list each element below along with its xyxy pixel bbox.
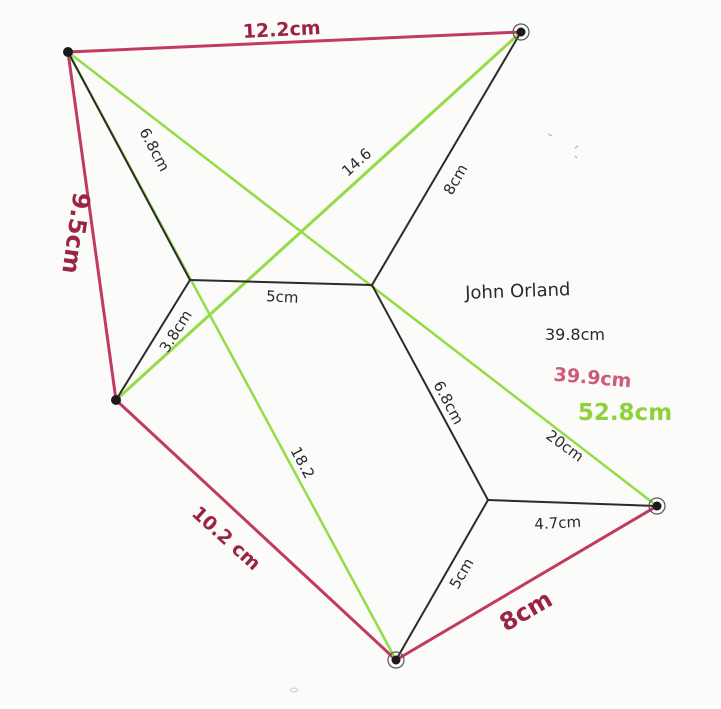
total-red: 39.9cm bbox=[553, 364, 633, 393]
label-green-right: 20cm bbox=[543, 426, 588, 465]
label-green-diag: 18.2 bbox=[287, 444, 319, 482]
vertex-left bbox=[111, 395, 121, 405]
label-green-cross: 14.6 bbox=[338, 144, 375, 180]
label-black-right-short: 4.7cm bbox=[534, 513, 582, 533]
vertex-top-right bbox=[516, 27, 526, 37]
label-black-top-right: 8cm bbox=[440, 161, 472, 198]
black-edge-top-left bbox=[67, 51, 191, 281]
stray-marks bbox=[289, 133, 579, 693]
vertex-right-ring bbox=[648, 497, 666, 515]
black-edge-hub-left bbox=[115, 279, 191, 401]
red-edge-left bbox=[66, 51, 118, 401]
total-green: 52.8cm bbox=[578, 400, 672, 426]
black-edge-right-short bbox=[487, 499, 658, 507]
black-path-group bbox=[67, 31, 658, 661]
label-black-bottom: 5cm bbox=[446, 555, 478, 592]
label-black-top-left: 6.8cm bbox=[136, 125, 174, 175]
label-red-top: 12.2cm bbox=[242, 17, 321, 43]
stray-mark-bottom bbox=[289, 687, 299, 693]
red-path-group bbox=[66, 30, 658, 662]
red-edge-lower-right bbox=[395, 504, 658, 662]
green-edge-a bbox=[67, 51, 658, 507]
stray-mark-right bbox=[547, 133, 579, 159]
black-edge-middle bbox=[189, 279, 373, 286]
label-black-middle: 5cm bbox=[266, 287, 299, 307]
label-red-lower-right: 8cm bbox=[495, 585, 557, 637]
red-edge-lower-left bbox=[114, 398, 398, 662]
label-red-left: 9.5cm bbox=[56, 191, 95, 276]
edge-label-group: 12.2cm 9.5cm 10.2 cm 8cm 6.8cm 8cm 3.8cm… bbox=[56, 17, 587, 637]
green-edge-c bbox=[114, 30, 523, 402]
vertex-top-left bbox=[63, 47, 73, 57]
annotation-group: John Orland 39.8cm 39.9cm 52.8cm bbox=[464, 279, 672, 426]
black-edge-top-right bbox=[371, 31, 522, 286]
vertex-bottom-ring bbox=[387, 651, 405, 669]
label-red-lower-left: 10.2 cm bbox=[187, 502, 265, 575]
black-edge-bottom bbox=[395, 499, 489, 661]
vertex-group bbox=[63, 23, 666, 669]
vertex-top-right-ring bbox=[512, 23, 530, 41]
total-black: 39.8cm bbox=[545, 325, 605, 344]
vertex-right bbox=[652, 501, 662, 511]
vertex-bottom bbox=[391, 655, 401, 665]
author-name: John Orland bbox=[464, 279, 571, 304]
black-edge-right bbox=[371, 284, 489, 501]
red-edge-top bbox=[67, 30, 522, 54]
